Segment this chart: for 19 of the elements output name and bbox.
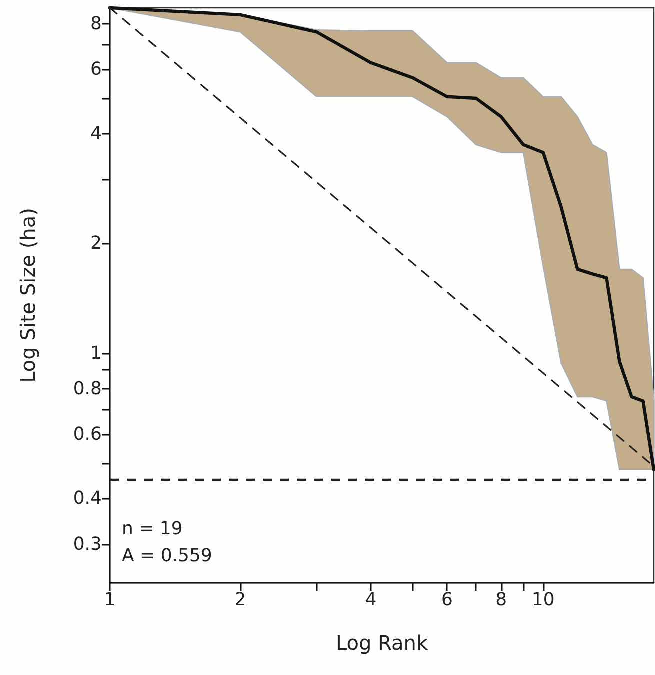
y-tick-label: 0.8 <box>73 378 102 400</box>
y-axis-title: Log Site Size (ha) <box>16 208 40 383</box>
y-tick-label: 4 <box>90 123 102 144</box>
y-tick-label: 0.3 <box>73 534 102 555</box>
x-tick-label: 8 <box>496 590 508 610</box>
y-tick-label: 1 <box>90 343 102 364</box>
annotation: n = 19 <box>122 518 183 540</box>
y-tick-label: 2 <box>90 233 102 254</box>
y-tick-label: 0.6 <box>73 424 102 445</box>
x-tick-label: 10 <box>532 590 555 610</box>
y-tick-label: 0.4 <box>73 488 102 510</box>
x-tick-label: 2 <box>234 590 246 610</box>
y-tick-label: 6 <box>90 59 102 80</box>
x-tick-label: 6 <box>442 590 453 610</box>
x-tick-label: 1 <box>104 590 116 610</box>
annotation: A = 0.559 <box>122 546 212 566</box>
x-axis-title: Log Rank <box>336 631 428 655</box>
x-tick-label: 4 <box>365 590 377 610</box>
y-tick-label: 8 <box>90 14 102 34</box>
